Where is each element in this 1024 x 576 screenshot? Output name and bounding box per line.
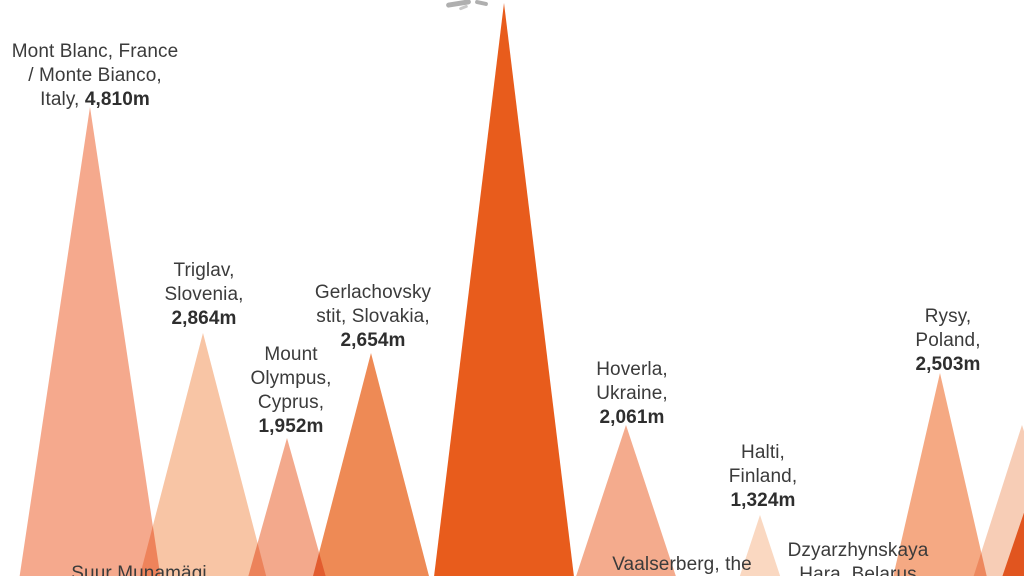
label-line: 2,654m <box>340 330 406 351</box>
label-line: Olympus, <box>250 368 332 389</box>
label-line: Mont Blanc, France <box>11 41 179 62</box>
label-line: Finland, <box>728 466 798 487</box>
mountain-label-hoverla: Hoverla, Ukraine, 2,061m <box>596 358 668 430</box>
label-line: 2,061m <box>599 407 665 428</box>
label-line: 2,864m <box>171 308 237 329</box>
label-line: Cyprus, <box>257 392 325 413</box>
mountain-label-gerlachovsky-stit: Gerlachovsky stit, Slovakia, 2,654m <box>315 281 431 353</box>
label-line: / Monte Bianco, <box>28 65 162 86</box>
mountain-label-rysy: Rysy, Poland, 2,503m <box>915 305 980 377</box>
mountain-label-triglav: Triglav, Slovenia, 2,864m <box>164 259 243 331</box>
label-line: Rysy, <box>924 306 972 327</box>
label-line: 1,952m <box>258 416 324 437</box>
label-line: Triglav, <box>173 260 235 281</box>
mountain-label-mont-blanc: Mont Blanc, France / Monte Bianco, Italy, … <box>12 40 179 112</box>
label-line: Vaalserberg, the <box>612 554 752 575</box>
label-line: Ukraine, <box>596 383 668 404</box>
label-line: 1,324m <box>730 490 796 511</box>
label-line: stit, Slovakia, <box>316 306 430 327</box>
label-line: Hara, Belarus <box>799 564 917 576</box>
label-line: Gerlachovsky <box>314 282 432 303</box>
label-line: Poland, <box>915 330 981 351</box>
mountain-label-dzyarzhynskaya-hara: Dzyarzhynskaya Hara, Belarus <box>788 539 929 576</box>
label-line: Halti, <box>741 442 785 463</box>
label-line: Suur Munamägi <box>71 563 207 576</box>
mountain-label-vaalserberg: Vaalserberg, the <box>612 553 752 576</box>
label-line: 2,503m <box>915 354 981 375</box>
mountain-label-mount-olympus: Mount Olympus, Cyprus, 1,952m <box>250 343 331 439</box>
label-line: Mount <box>264 344 318 365</box>
label-line: Italy, 4,810m <box>40 89 150 110</box>
label-line: Dzyarzhynskaya <box>787 540 929 561</box>
cropped-top-caption-fragment <box>474 0 489 7</box>
mountain-label-suur-munamagi: Suur Munamägi <box>71 562 206 576</box>
mountain-label-halti: Halti, Finland, 1,324m <box>729 441 797 513</box>
label-line: Slovenia, <box>164 284 244 305</box>
label-line: Hoverla, <box>596 359 668 380</box>
